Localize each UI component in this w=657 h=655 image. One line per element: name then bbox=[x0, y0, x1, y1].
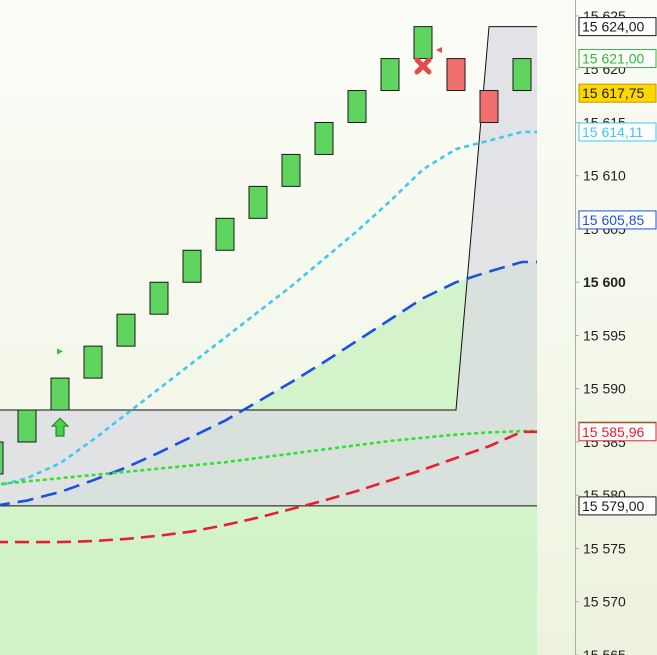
candle-12[interactable] bbox=[380, 58, 400, 92]
candle-10[interactable] bbox=[314, 121, 334, 155]
price-tag-label: 15 624,00 bbox=[582, 19, 644, 35]
price-tag-box bbox=[578, 122, 657, 142]
channel-fill bbox=[0, 26, 537, 506]
candle-1[interactable] bbox=[17, 409, 37, 443]
price-tag-label: 15 585,96 bbox=[582, 424, 644, 440]
moving-averages bbox=[0, 130, 537, 544]
candle-14[interactable] bbox=[446, 58, 466, 92]
candle-6[interactable] bbox=[182, 249, 202, 283]
series-line-3 bbox=[0, 430, 537, 544]
up-arrow-icon bbox=[50, 417, 70, 437]
candle-9[interactable] bbox=[281, 153, 301, 187]
price-tag-label: 15 605,85 bbox=[582, 212, 644, 228]
signal-markers bbox=[50, 47, 442, 437]
price-tag-3: 15 614,11 bbox=[578, 122, 657, 142]
candle-8[interactable] bbox=[248, 185, 268, 219]
price-tag-7: 15 579,00 bbox=[578, 496, 657, 516]
channel-upper-line bbox=[0, 26, 537, 411]
candle-11[interactable] bbox=[347, 90, 367, 123]
x-cross-icon bbox=[414, 57, 432, 75]
y-tick-label: 15 565 bbox=[583, 647, 626, 655]
y-tick-label: 15 570 bbox=[583, 594, 626, 610]
price-tag-6: 15 585,96 bbox=[578, 422, 657, 442]
candles bbox=[0, 26, 532, 475]
y-tick-label: 15 610 bbox=[583, 168, 626, 184]
price-tag-label: 15 621,00 bbox=[582, 51, 644, 67]
candle-5[interactable] bbox=[149, 281, 169, 315]
triangle-right-icon bbox=[57, 348, 63, 355]
price-tag-1: 15 621,00 bbox=[578, 49, 657, 69]
step-channel bbox=[0, 26, 537, 507]
price-tag-box bbox=[578, 83, 657, 103]
candle-15[interactable] bbox=[479, 90, 499, 123]
price-tag-box bbox=[578, 496, 657, 516]
candle-0[interactable] bbox=[0, 441, 4, 475]
price-tag-box bbox=[578, 422, 657, 442]
price-tags: 15 624,00 15 621,00 15 617,75 15 614,11 15 6… bbox=[578, 17, 657, 516]
price-tag-2: 15 617,75 bbox=[578, 83, 657, 103]
candle-3[interactable] bbox=[83, 345, 103, 379]
price-tag-label: 15 579,00 bbox=[582, 498, 644, 514]
price-tag-4: 15 605,85 bbox=[578, 210, 657, 230]
y-tick-label: 15 575 bbox=[583, 540, 626, 556]
price-tag-box bbox=[578, 17, 657, 37]
price-tag-0: 15 624,00 bbox=[578, 17, 657, 37]
triangle-left-icon bbox=[436, 47, 442, 54]
candle-16[interactable] bbox=[512, 58, 532, 92]
candle-4[interactable] bbox=[116, 313, 136, 347]
price-tag-box bbox=[578, 49, 657, 69]
candle-13[interactable] bbox=[413, 26, 433, 60]
price-tag-label: 15 617,75 bbox=[582, 85, 644, 101]
y-tick-label: 15 600 bbox=[583, 274, 626, 290]
series-line-1 bbox=[0, 260, 537, 507]
price-tag-label: 15 614,11 bbox=[582, 124, 643, 140]
y-tick-label: 15 595 bbox=[583, 327, 626, 343]
candle-7[interactable] bbox=[215, 217, 235, 251]
axis-background bbox=[575, 0, 657, 655]
y-tick-label: 15 590 bbox=[583, 381, 626, 397]
series-line-2 bbox=[0, 429, 537, 486]
price-tag-box bbox=[578, 210, 657, 230]
candle-2[interactable] bbox=[50, 377, 70, 411]
